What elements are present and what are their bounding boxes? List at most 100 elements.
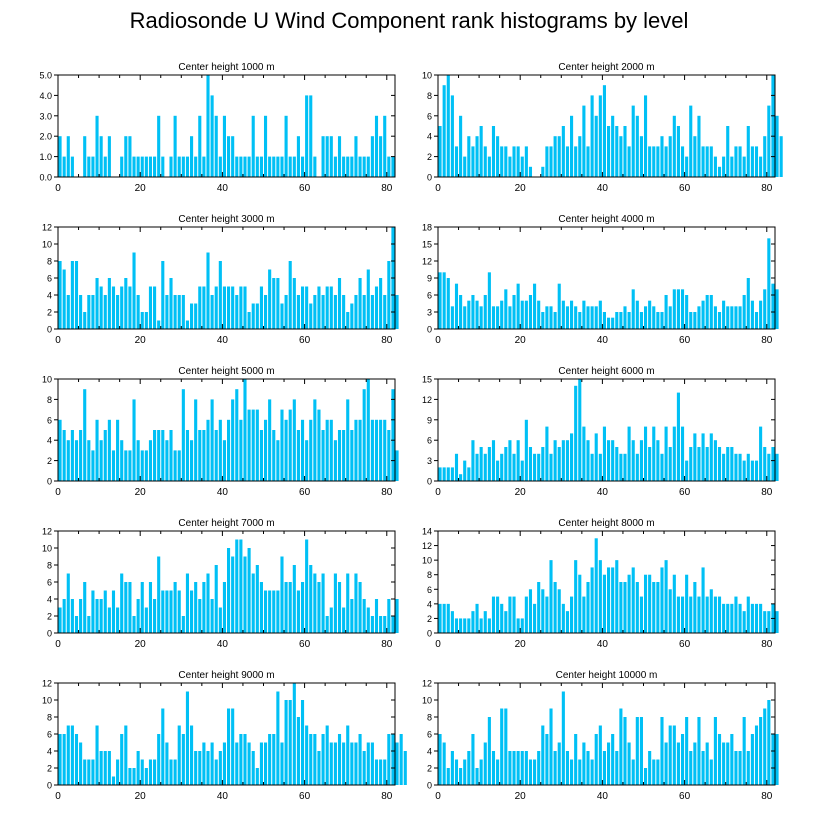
bar <box>173 759 177 785</box>
bar <box>717 734 722 785</box>
bar <box>91 590 95 633</box>
bar <box>313 295 317 329</box>
bar <box>446 768 450 785</box>
y-tick-label: 0 <box>47 781 52 791</box>
bar <box>358 419 362 481</box>
bar <box>582 596 586 633</box>
y-tick-label: 6 <box>427 291 432 301</box>
bar <box>771 734 775 785</box>
y-tick-label: 4 <box>47 436 52 446</box>
bar <box>255 409 259 481</box>
bar <box>590 95 594 177</box>
y-tick-label: 4 <box>427 132 432 142</box>
bar <box>709 759 713 785</box>
y-tick-label: 10 <box>42 375 52 385</box>
bar <box>173 582 177 633</box>
bar <box>317 286 321 329</box>
bar <box>177 156 181 177</box>
bar <box>722 603 726 633</box>
bar <box>161 430 165 481</box>
bar <box>680 734 685 785</box>
bar <box>247 742 251 785</box>
bar <box>475 768 479 785</box>
bar <box>705 596 709 633</box>
bar <box>713 440 717 481</box>
bar <box>325 616 329 633</box>
bar <box>586 306 590 329</box>
bar <box>648 574 652 633</box>
bar <box>635 582 639 633</box>
bar <box>370 136 374 177</box>
bar <box>95 599 99 633</box>
bar <box>280 742 284 785</box>
x-tick-label: 80 <box>381 791 393 802</box>
bar <box>446 278 450 329</box>
x-tick-label: 40 <box>597 487 609 498</box>
bar <box>383 419 387 481</box>
x-tick-label: 60 <box>679 487 691 498</box>
bar <box>652 759 656 785</box>
bar <box>70 156 74 177</box>
bar <box>87 440 91 481</box>
bar <box>463 156 467 177</box>
bar <box>362 156 366 177</box>
bar <box>516 618 520 633</box>
x-tick-label: 60 <box>299 487 311 498</box>
bar <box>619 136 623 177</box>
bar <box>259 286 263 329</box>
bar <box>574 385 578 481</box>
bar <box>161 708 165 785</box>
panel-title: Center height 6000 m <box>558 366 654 377</box>
bar <box>325 286 329 329</box>
x-tick-label: 0 <box>435 335 441 346</box>
bar <box>693 312 697 329</box>
bar <box>239 734 243 785</box>
bar <box>218 156 222 177</box>
bar <box>750 300 754 329</box>
bar <box>190 725 194 785</box>
bar <box>763 708 767 785</box>
plot-frame <box>437 530 776 634</box>
bar <box>379 616 383 633</box>
bar <box>259 430 263 481</box>
bar <box>701 146 705 177</box>
bar <box>194 156 198 177</box>
bar <box>491 751 496 785</box>
bar <box>763 611 767 633</box>
y-tick-label: 0.0 <box>39 173 52 183</box>
bar <box>524 300 528 329</box>
bar <box>660 312 664 329</box>
bar <box>148 759 153 785</box>
bar <box>615 751 619 785</box>
bar <box>227 419 231 481</box>
bar <box>442 467 446 481</box>
bar <box>227 708 231 785</box>
bar <box>243 734 247 785</box>
bar <box>251 409 255 481</box>
bar <box>639 717 643 785</box>
x-tick-label: 60 <box>299 791 311 802</box>
bar <box>734 751 738 785</box>
bar <box>358 734 362 785</box>
bar <box>500 603 504 633</box>
bar <box>128 450 132 481</box>
bar <box>132 768 136 785</box>
bar <box>676 392 680 481</box>
bar <box>639 596 643 633</box>
x-tick-label: 40 <box>597 639 609 650</box>
bar <box>598 95 602 177</box>
bar <box>771 75 775 177</box>
bar <box>750 734 754 785</box>
bar <box>288 582 292 633</box>
y-tick-label: 14 <box>422 527 432 537</box>
bar <box>107 607 111 633</box>
bar <box>459 295 463 329</box>
bar <box>463 618 467 633</box>
bar <box>717 596 722 633</box>
bar <box>730 306 734 329</box>
bar <box>111 286 116 329</box>
bar <box>144 156 148 177</box>
bar <box>742 717 746 785</box>
bar <box>656 440 660 481</box>
bar <box>557 742 561 785</box>
